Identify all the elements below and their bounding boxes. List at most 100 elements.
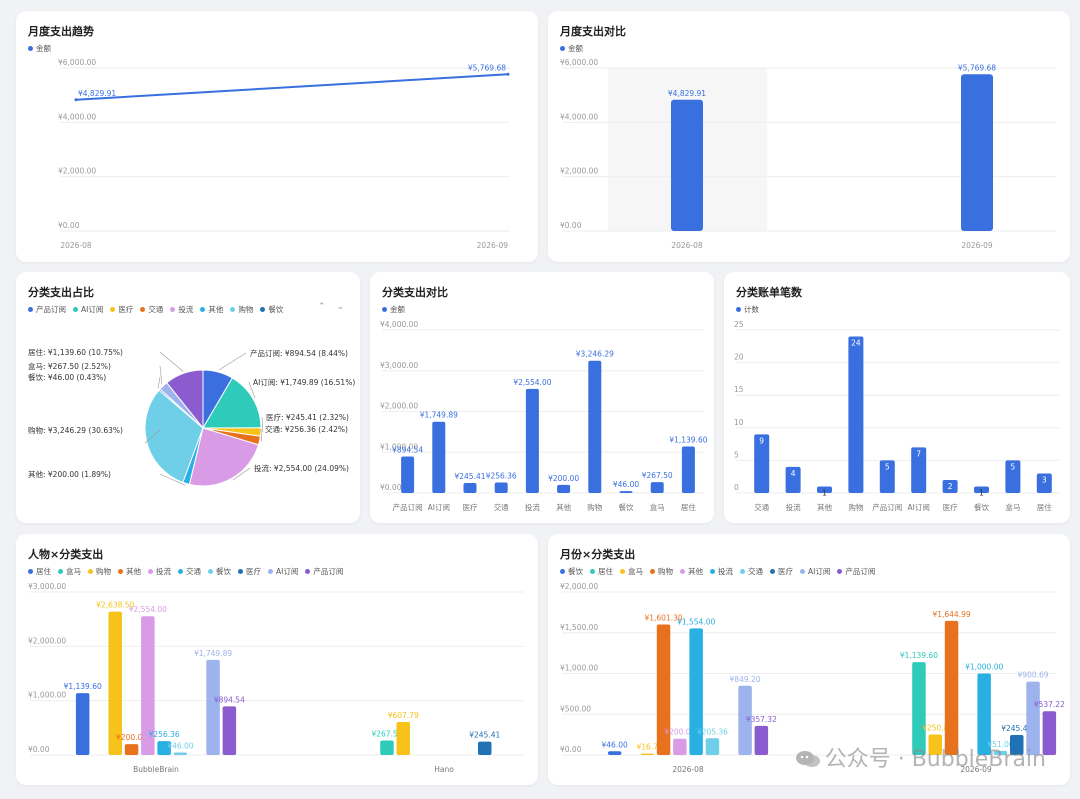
legend-item[interactable]: 产品订阅	[28, 304, 66, 315]
legend-item[interactable]: 盒马	[58, 566, 81, 577]
pie-label: 投流: ¥2,554.00 (24.09%)	[254, 463, 349, 473]
legend-label: 其他	[208, 305, 224, 314]
bar	[754, 725, 769, 755]
y-tick-label: 20	[734, 353, 744, 362]
bar	[1005, 460, 1021, 493]
x-tick-label: 医疗	[463, 502, 478, 512]
legend-item[interactable]: 金额	[560, 43, 583, 54]
legend-dot	[140, 307, 146, 312]
legend[interactable]: 金额	[382, 304, 412, 315]
card-title: 分类支出对比	[382, 286, 448, 299]
legend-item[interactable]: AI订阅	[800, 566, 830, 577]
legend[interactable]: 金额	[28, 43, 58, 54]
legend-item[interactable]: 其他	[118, 566, 141, 577]
legend-label: 其他	[126, 567, 141, 576]
legend-dot	[560, 569, 565, 574]
data-label: ¥1,139.60	[900, 651, 938, 660]
y-tick-label: 15	[734, 385, 744, 394]
x-tick-label: 交通	[494, 502, 509, 512]
legend-item[interactable]: 购物	[88, 566, 111, 577]
card-title: 月度支出对比	[560, 25, 626, 38]
legend-item[interactable]: 其他	[200, 304, 223, 315]
data-label: ¥607.79	[388, 711, 419, 720]
data-label: ¥894.54	[392, 446, 423, 455]
legend-item[interactable]: 交通	[140, 304, 163, 315]
legend-pager[interactable]: ⌃ ⌄	[318, 302, 348, 312]
legend-dot	[382, 307, 387, 312]
legend[interactable]: 产品订阅 AI订阅 医疗 交通 投流 其他 购物 餐饮	[28, 304, 290, 315]
legend-dot	[837, 569, 843, 574]
bar	[738, 685, 752, 755]
legend-item[interactable]: 产品订阅	[837, 566, 875, 577]
legend-item[interactable]: AI订阅	[73, 304, 103, 315]
legend-item[interactable]: 医疗	[238, 566, 261, 577]
legend-item[interactable]: 金额	[28, 43, 51, 54]
x-tick-label: 投流	[525, 502, 540, 512]
legend-item[interactable]: 计数	[736, 304, 759, 315]
bar	[157, 741, 171, 755]
legend-item[interactable]: 金额	[382, 304, 405, 315]
legend-item[interactable]: 投流	[710, 566, 733, 577]
legend[interactable]: 金额	[560, 43, 590, 54]
bar	[141, 616, 155, 755]
x-tick-label: 2026-09	[961, 241, 993, 250]
y-tick-label: ¥1,000.00	[28, 691, 66, 700]
legend[interactable]: 计数	[736, 304, 766, 315]
bar	[848, 336, 864, 493]
legend-dot	[178, 569, 183, 574]
legend-item[interactable]: 其他	[680, 566, 703, 577]
legend-item[interactable]: 购物	[230, 304, 253, 315]
chart-month-bar: ¥0.00 ¥2,000.00 ¥4,000.00 ¥6,000.00 ¥4,829.9…	[560, 58, 1056, 250]
bar	[432, 421, 446, 493]
legend-dot	[800, 569, 805, 574]
legend-item[interactable]: 餐饮	[260, 304, 283, 315]
data-label: ¥46.00	[613, 480, 639, 489]
legend[interactable]: 居住 盒马 购物 其他 投流 交通 餐饮 医疗 AI订阅 产品订阅	[28, 566, 350, 577]
x-tick-label: 居住	[1037, 502, 1052, 512]
legend-item[interactable]: 交通	[178, 566, 201, 577]
legend-dot	[118, 569, 123, 574]
legend[interactable]: 餐饮 居住 盒马 购物 其他 投流 交通 医疗 AI订阅 产品订阅	[560, 566, 882, 577]
legend-item[interactable]: 盒马	[620, 566, 643, 577]
x-tick-label: 医疗	[943, 502, 959, 512]
x-tick-label: 2026-08	[672, 765, 704, 774]
legend-item[interactable]: 居住	[28, 566, 51, 577]
legend-item[interactable]: 医疗	[770, 566, 793, 577]
line-point	[74, 98, 78, 102]
x-tick-label: 餐饮	[974, 502, 989, 512]
legend-item[interactable]: 医疗	[110, 304, 133, 315]
pie-slice	[202, 377, 262, 429]
legend-item[interactable]: 产品订阅	[305, 566, 343, 577]
data-label: 9	[759, 436, 764, 445]
data-label: ¥5,769.68	[468, 63, 506, 72]
legend-item[interactable]: 居住	[590, 566, 613, 577]
legend-item[interactable]: 餐饮	[208, 566, 231, 577]
watermark-text: 公众号 · BubbleBrain	[824, 747, 1046, 772]
legend-item[interactable]: 投流	[170, 304, 193, 315]
legend-item[interactable]: AI订阅	[268, 566, 298, 577]
bar	[785, 466, 801, 493]
bar	[977, 673, 991, 755]
bar	[705, 738, 720, 755]
pie-slice	[188, 427, 260, 487]
bar	[961, 74, 993, 232]
legend-item[interactable]: 购物	[650, 566, 673, 577]
bar	[944, 620, 959, 755]
legend-item[interactable]: 餐饮	[560, 566, 583, 577]
data-label: ¥900.69	[1018, 671, 1049, 680]
x-tick-label: 产品订阅	[872, 502, 902, 512]
data-label: ¥205.36	[697, 727, 728, 736]
bar	[1010, 734, 1024, 755]
data-label: ¥200.00	[116, 733, 147, 742]
legend-dot	[260, 307, 266, 312]
legend-label: 金额	[568, 44, 583, 53]
legend-dot	[305, 569, 311, 574]
data-label: ¥267.50	[642, 471, 673, 480]
legend-item[interactable]: 投流	[148, 566, 171, 577]
data-label: ¥2,554.00	[513, 378, 551, 387]
line-point	[506, 72, 510, 76]
pie-leader-line	[260, 428, 262, 442]
legend-item[interactable]: 交通	[740, 566, 763, 577]
legend-label: 购物	[238, 305, 254, 314]
y-tick-label: ¥0.00	[28, 745, 50, 754]
